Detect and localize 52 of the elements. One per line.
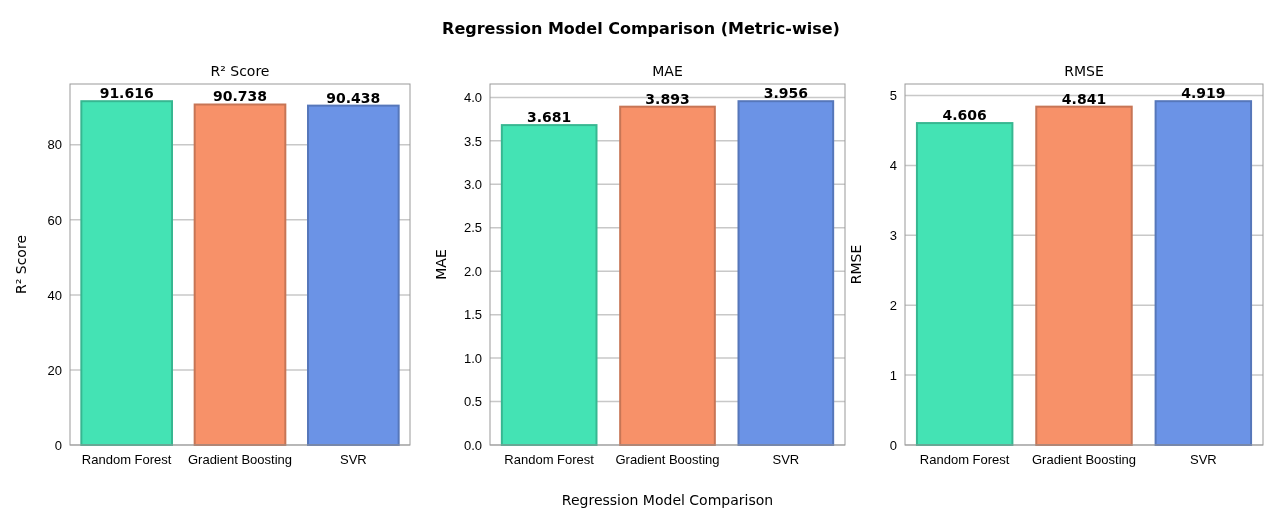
y-tick-label: 0.5: [463, 394, 482, 410]
data-label: 91.616: [99, 85, 154, 102]
chart-title: RMSE: [1064, 63, 1104, 79]
data-label: 90.738: [212, 88, 268, 105]
data-label: 4.841: [1061, 90, 1107, 107]
y-tick-label: 20: [47, 362, 62, 378]
data-label: 3.956: [763, 85, 808, 102]
chart-title: R² Score: [210, 63, 270, 79]
y-tick-label: 40: [47, 287, 62, 303]
y-axis-title: MAE: [433, 249, 449, 280]
y-tick-label: 3.0: [463, 176, 482, 192]
y-tick-label: 80: [47, 137, 62, 153]
x-tick-label: Random Forest: [919, 452, 1010, 468]
x-tick-label: Random Forest: [81, 452, 172, 468]
y-tick-label: 1: [889, 367, 897, 383]
y-tick-label: 2: [889, 297, 897, 313]
y-tick-label: 0: [889, 437, 897, 453]
y-tick-label: 3.5: [463, 133, 482, 149]
x-tick-label: Gradient Boosting: [615, 452, 720, 468]
y-tick-label: 5: [889, 88, 897, 104]
bar: [737, 100, 835, 446]
y-tick-label: 4: [889, 158, 897, 174]
bar: [1035, 105, 1133, 446]
x-tick-label: Gradient Boosting: [1031, 452, 1137, 468]
y-axis-title: RMSE: [848, 244, 864, 285]
y-tick-label: 4.0: [463, 90, 482, 106]
data-label: 4.919: [1181, 85, 1226, 102]
x-tick-label: Random Forest: [504, 452, 595, 468]
text: Regression Model Comparison (Metric-wise): [442, 19, 840, 38]
y-tick-label: 1.0: [463, 350, 482, 366]
y-tick-label: 1.5: [463, 307, 482, 323]
y-tick-label: 60: [47, 212, 62, 228]
bar: [619, 105, 716, 446]
x-tick-label: SVR: [1189, 452, 1217, 468]
y-axis-title: R² Score: [13, 234, 29, 295]
x-tick-label: SVR: [339, 452, 367, 468]
y-tick-label: 0.0: [463, 437, 482, 453]
y-tick-label: 3: [889, 227, 897, 243]
y-tick-label: 2.0: [463, 263, 482, 279]
x-axis-title: Regression Model Comparison: [561, 492, 774, 508]
data-label: 3.893: [645, 90, 690, 107]
x-tick-label: SVR: [772, 452, 800, 468]
bar: [500, 124, 598, 446]
y-tick-label: 2.5: [463, 220, 482, 236]
y-tick-label: 0: [54, 437, 62, 453]
data-label: 3.681: [527, 109, 572, 126]
bar: [1154, 100, 1253, 446]
data-label: 4.606: [942, 107, 987, 124]
data-label: 90.438: [326, 89, 381, 106]
bar: [915, 122, 1014, 446]
chart-title: MAE: [652, 63, 683, 79]
x-tick-label: Gradient Boosting: [187, 452, 293, 468]
